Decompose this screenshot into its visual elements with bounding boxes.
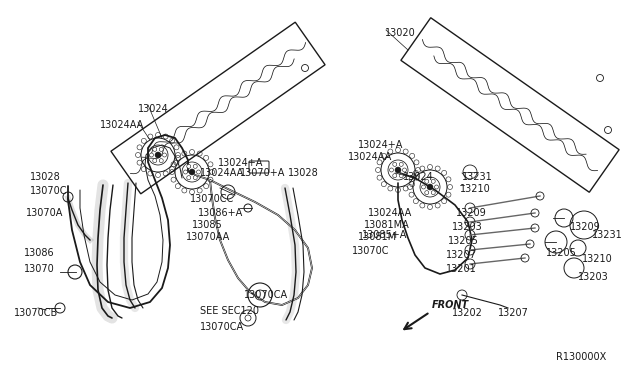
Circle shape: [163, 153, 166, 157]
Text: 13210: 13210: [582, 254, 612, 264]
Text: 13024+A: 13024+A: [218, 158, 264, 168]
Circle shape: [150, 153, 154, 157]
Text: 13086: 13086: [24, 248, 54, 258]
Text: 13070C: 13070C: [30, 186, 67, 196]
Text: 13024+A: 13024+A: [358, 140, 403, 150]
Circle shape: [393, 174, 397, 177]
Text: 13024AA: 13024AA: [100, 120, 144, 130]
Text: 13209: 13209: [570, 222, 601, 232]
Circle shape: [431, 190, 435, 195]
Text: 13202: 13202: [452, 308, 483, 318]
Text: 13205: 13205: [546, 248, 577, 258]
Text: 13085: 13085: [192, 220, 223, 230]
Text: 13231: 13231: [462, 172, 493, 182]
Circle shape: [189, 169, 195, 175]
Text: 13028: 13028: [288, 168, 319, 178]
Text: 13028: 13028: [30, 172, 61, 182]
Circle shape: [193, 164, 197, 169]
Circle shape: [403, 168, 406, 172]
Text: 13210: 13210: [460, 184, 491, 194]
Text: 13205: 13205: [448, 236, 479, 246]
Text: 13231: 13231: [592, 230, 623, 240]
Text: 13086+A: 13086+A: [198, 208, 243, 218]
Circle shape: [393, 162, 397, 166]
Circle shape: [153, 147, 157, 151]
Text: 13070+A: 13070+A: [240, 168, 285, 178]
Text: 13085+A: 13085+A: [362, 230, 408, 240]
Text: 13070CA: 13070CA: [200, 322, 244, 332]
Text: 13024AA: 13024AA: [348, 152, 392, 162]
Circle shape: [193, 176, 197, 180]
Text: 13070C: 13070C: [352, 246, 390, 256]
Circle shape: [399, 174, 403, 177]
Text: 13024: 13024: [403, 172, 434, 182]
Text: 13070AA: 13070AA: [186, 232, 230, 242]
Circle shape: [422, 185, 426, 189]
Circle shape: [431, 179, 435, 183]
Text: 13207: 13207: [498, 308, 529, 318]
Circle shape: [187, 164, 191, 169]
Circle shape: [184, 170, 188, 174]
Text: 13024: 13024: [138, 104, 169, 114]
Circle shape: [427, 184, 433, 190]
Circle shape: [425, 190, 429, 195]
Circle shape: [159, 158, 163, 163]
Text: 13201: 13201: [446, 264, 477, 274]
Circle shape: [187, 176, 191, 180]
Circle shape: [159, 147, 163, 151]
Text: 13081MA: 13081MA: [364, 220, 410, 230]
Text: SEE SEC120: SEE SEC120: [200, 306, 259, 316]
Text: R130000X: R130000X: [556, 352, 606, 362]
Text: 13203: 13203: [452, 222, 483, 232]
Circle shape: [435, 185, 438, 189]
Text: 13024AA: 13024AA: [200, 168, 244, 178]
Text: 13203: 13203: [578, 272, 609, 282]
Text: FRONT: FRONT: [432, 300, 469, 310]
Circle shape: [399, 162, 403, 166]
Circle shape: [196, 170, 200, 174]
Text: 13207: 13207: [446, 250, 477, 260]
Text: 13024AA: 13024AA: [368, 208, 412, 218]
Text: 13020: 13020: [385, 28, 416, 38]
Text: 13070CB: 13070CB: [14, 308, 58, 318]
Circle shape: [390, 168, 394, 172]
Text: 13209: 13209: [456, 208, 487, 218]
Circle shape: [425, 179, 429, 183]
Circle shape: [395, 167, 401, 173]
Text: 13081M: 13081M: [358, 232, 397, 242]
Circle shape: [153, 158, 157, 163]
Text: 13070A: 13070A: [26, 208, 63, 218]
Text: 13070CC: 13070CC: [190, 194, 234, 204]
Text: 13070CA: 13070CA: [244, 290, 288, 300]
Text: 13070: 13070: [24, 264, 55, 274]
Circle shape: [155, 152, 161, 158]
